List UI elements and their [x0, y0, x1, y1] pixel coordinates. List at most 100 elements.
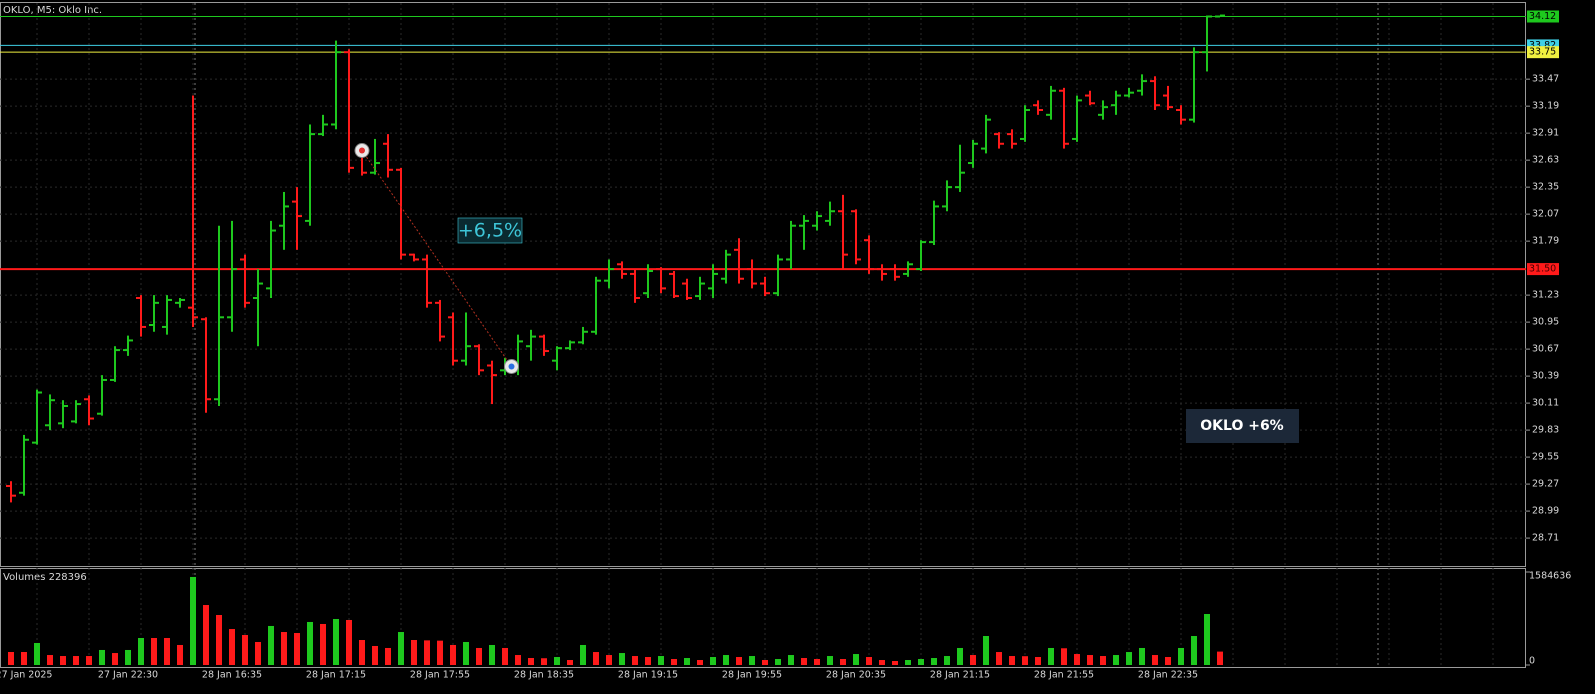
volume-bar: [112, 653, 118, 665]
volume-bar: [1009, 656, 1015, 665]
overlay-box: [1186, 409, 1299, 443]
y-tick-label: 33.47: [1532, 74, 1559, 85]
y-tick-label: 28.99: [1532, 506, 1559, 517]
volume-bar: [853, 654, 859, 665]
x-tick-label: 28 Jan 21:55: [1034, 670, 1094, 681]
volume-bar: [554, 657, 560, 665]
volume-bar: [86, 656, 92, 665]
volume-tick-label: 0: [1529, 656, 1535, 667]
price-label: 33.82: [1529, 40, 1556, 51]
volume-bar: [177, 644, 183, 665]
volume-bar: [996, 652, 1002, 665]
volume-bar: [710, 657, 716, 665]
x-tick-label: 28 Jan 17:55: [410, 670, 470, 681]
volume-bar: [489, 644, 495, 665]
x-tick-label: 28 Jan 16:35: [202, 670, 262, 681]
volume-bar: [203, 605, 209, 665]
volume-bar: [606, 655, 612, 665]
volume-bar: [60, 656, 66, 665]
volume-bar: [216, 614, 222, 665]
x-tick-label: 28 Jan 19:15: [618, 670, 678, 681]
volume-bar: [736, 657, 742, 665]
volume-bar: [814, 659, 820, 665]
trade-open-dot: [359, 147, 365, 154]
volume-bar: [1022, 656, 1028, 665]
volume-bar: [359, 639, 365, 665]
volume-bar: [8, 652, 14, 665]
y-tick-label: 30.39: [1532, 371, 1559, 382]
volume-bar: [73, 656, 79, 665]
volume-bar: [593, 652, 599, 665]
y-tick-label: 29.83: [1532, 425, 1559, 436]
volume-bar: [580, 644, 586, 665]
x-tick-label: 28 Jan 19:55: [722, 670, 782, 681]
volume-bar: [502, 647, 508, 665]
volume-bar: [840, 659, 846, 665]
volume-bar: [684, 658, 690, 665]
y-tick-label: 31.23: [1532, 290, 1559, 301]
volume-bar: [749, 656, 755, 665]
volume-bar: [476, 647, 482, 665]
volume-bar: [632, 656, 638, 665]
volume-bar: [190, 576, 196, 665]
volume-bar: [255, 641, 261, 665]
volume-bar: [1139, 647, 1145, 665]
volume-bar: [528, 658, 534, 665]
x-tick-label: 27 Jan 2025: [0, 670, 52, 681]
price-label: 33.75: [1529, 47, 1556, 58]
volume-bar: [1048, 647, 1054, 665]
y-tick-label: 31.79: [1532, 236, 1559, 247]
overlay: OKLO +6%: [1186, 409, 1299, 443]
volume-bar: [515, 655, 521, 665]
y-tick-label: 28.71: [1532, 533, 1559, 544]
volume-bar: [450, 644, 456, 665]
volume-bar: [437, 640, 443, 665]
volume-bar: [333, 618, 339, 665]
volume-bar: [34, 642, 40, 665]
volume-bar: [983, 636, 989, 665]
volume-bar: [320, 623, 326, 665]
volume-title: Volumes 228396: [3, 572, 87, 583]
volume-bar: [1061, 648, 1067, 665]
volume-bar: [1178, 647, 1184, 665]
volume-bar: [268, 625, 274, 665]
volume-bar: [827, 656, 833, 665]
price-label-box: [1527, 263, 1559, 276]
volume-bar: [567, 660, 573, 665]
volume-bar: [1113, 655, 1119, 665]
x-tick-label: 28 Jan 20:35: [826, 670, 886, 681]
volume-bar: [1074, 654, 1080, 665]
trade-label: +6,5%: [458, 220, 522, 242]
volume-bar: [944, 656, 950, 665]
price-label: 31.50: [1529, 264, 1556, 275]
volume-bar: [866, 657, 872, 665]
volume-bar: [918, 659, 924, 665]
volume-bar: [99, 649, 105, 665]
trade-close-dot: [508, 363, 515, 370]
x-tick-label: 28 Jan 21:15: [930, 670, 990, 681]
volume-bar: [671, 659, 677, 665]
price-label-box: [1527, 10, 1559, 23]
y-tick-label: 29.27: [1532, 479, 1559, 490]
volume-bar: [164, 638, 170, 665]
volume-bar: [1035, 657, 1041, 665]
volume-tick-label: 1584636: [1529, 571, 1571, 582]
volume-bar: [138, 638, 144, 665]
price-label: 34.12: [1529, 11, 1556, 22]
chart-title: OKLO, M5: Oklo Inc.: [3, 5, 102, 16]
volume-bar: [619, 653, 625, 665]
volume-bar: [970, 655, 976, 665]
y-tick-label: 29.55: [1532, 452, 1559, 463]
volume-bar: [658, 656, 664, 665]
volume-bar: [229, 629, 235, 665]
y-tick-label: 32.91: [1532, 128, 1559, 139]
y-tick-label: 33.19: [1532, 101, 1559, 112]
y-tick-label: 30.67: [1532, 344, 1559, 355]
volume-bar: [294, 633, 300, 665]
volume-bar: [788, 655, 794, 665]
volume-bar: [47, 655, 53, 665]
volume-bar: [1100, 656, 1106, 665]
volume-bar: [1191, 636, 1197, 665]
